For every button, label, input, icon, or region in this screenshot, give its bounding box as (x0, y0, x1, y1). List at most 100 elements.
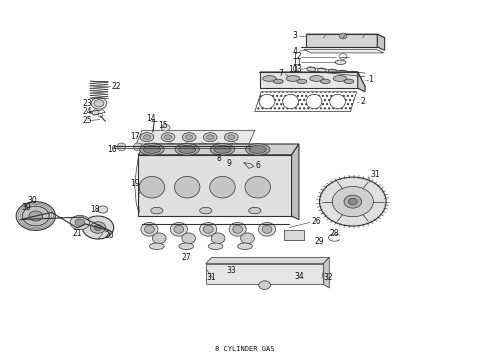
Circle shape (98, 206, 108, 213)
Polygon shape (377, 34, 385, 50)
Ellipse shape (211, 233, 225, 244)
Ellipse shape (182, 143, 191, 151)
Ellipse shape (174, 176, 200, 198)
Ellipse shape (210, 176, 235, 198)
Ellipse shape (238, 243, 252, 249)
Ellipse shape (206, 135, 214, 139)
Ellipse shape (179, 145, 196, 153)
Text: 23: 23 (82, 99, 92, 108)
Polygon shape (323, 257, 329, 288)
Ellipse shape (307, 67, 316, 71)
Text: 39: 39 (21, 202, 31, 211)
Ellipse shape (227, 135, 235, 139)
Ellipse shape (297, 79, 307, 84)
Polygon shape (260, 72, 358, 88)
Circle shape (16, 202, 55, 230)
Text: 31: 31 (207, 274, 217, 282)
Ellipse shape (210, 144, 235, 155)
Ellipse shape (175, 144, 199, 155)
Text: 1: 1 (368, 76, 373, 85)
Polygon shape (358, 72, 365, 92)
Ellipse shape (208, 243, 223, 249)
Text: 11: 11 (293, 58, 302, 67)
Text: 34: 34 (294, 272, 304, 281)
Polygon shape (304, 49, 384, 53)
Polygon shape (206, 264, 323, 284)
Polygon shape (138, 144, 299, 155)
Circle shape (75, 219, 85, 226)
Ellipse shape (233, 225, 243, 233)
Circle shape (348, 198, 357, 205)
Ellipse shape (273, 79, 283, 84)
Ellipse shape (198, 143, 207, 151)
Circle shape (29, 211, 43, 221)
Ellipse shape (182, 132, 196, 141)
Text: 20: 20 (104, 231, 114, 240)
Ellipse shape (140, 144, 164, 155)
Text: 13: 13 (293, 65, 302, 74)
Text: 6: 6 (256, 161, 261, 170)
Ellipse shape (182, 233, 196, 244)
Circle shape (244, 162, 251, 167)
Text: 19: 19 (130, 179, 140, 188)
Ellipse shape (344, 79, 354, 84)
Text: 27: 27 (181, 253, 191, 262)
Text: 8: 8 (217, 154, 221, 163)
Circle shape (332, 186, 373, 217)
Circle shape (23, 206, 49, 226)
Bar (284, 230, 304, 240)
Ellipse shape (152, 233, 166, 244)
Text: 15: 15 (158, 122, 168, 130)
Ellipse shape (241, 233, 254, 244)
Circle shape (98, 113, 103, 117)
Ellipse shape (143, 135, 151, 139)
Ellipse shape (350, 71, 359, 76)
Text: 21: 21 (73, 229, 82, 238)
Ellipse shape (149, 243, 164, 249)
Circle shape (92, 110, 99, 115)
Ellipse shape (330, 94, 345, 109)
Text: 8 CYLINDER GAS: 8 CYLINDER GAS (215, 346, 275, 352)
Ellipse shape (259, 222, 275, 236)
Polygon shape (260, 72, 365, 86)
Ellipse shape (318, 68, 326, 72)
Ellipse shape (249, 207, 261, 214)
Ellipse shape (185, 135, 193, 139)
Ellipse shape (161, 132, 175, 141)
Ellipse shape (320, 79, 330, 84)
Ellipse shape (117, 143, 126, 151)
Ellipse shape (306, 94, 322, 109)
Text: 4: 4 (293, 46, 297, 55)
Circle shape (339, 54, 347, 59)
Ellipse shape (283, 94, 298, 109)
Text: 16: 16 (107, 145, 117, 154)
Ellipse shape (151, 207, 163, 214)
Text: 33: 33 (226, 266, 236, 275)
Circle shape (259, 281, 270, 289)
Text: 22: 22 (112, 82, 121, 91)
Text: 26: 26 (311, 217, 321, 226)
Ellipse shape (203, 225, 213, 233)
Ellipse shape (335, 60, 346, 64)
Polygon shape (206, 257, 329, 264)
Circle shape (82, 216, 114, 239)
Ellipse shape (249, 145, 267, 153)
Circle shape (221, 153, 235, 163)
Circle shape (90, 222, 106, 233)
Circle shape (319, 177, 386, 226)
Ellipse shape (145, 225, 154, 233)
Ellipse shape (174, 225, 184, 233)
Text: 17: 17 (130, 132, 140, 140)
Polygon shape (136, 130, 255, 144)
Ellipse shape (200, 222, 217, 236)
Circle shape (91, 98, 107, 109)
Ellipse shape (143, 145, 161, 153)
Ellipse shape (328, 69, 337, 73)
Ellipse shape (259, 94, 275, 109)
Text: 29: 29 (315, 237, 324, 246)
Ellipse shape (141, 222, 158, 236)
Ellipse shape (200, 207, 212, 214)
Circle shape (339, 33, 347, 39)
Ellipse shape (214, 145, 231, 153)
Ellipse shape (139, 176, 165, 198)
